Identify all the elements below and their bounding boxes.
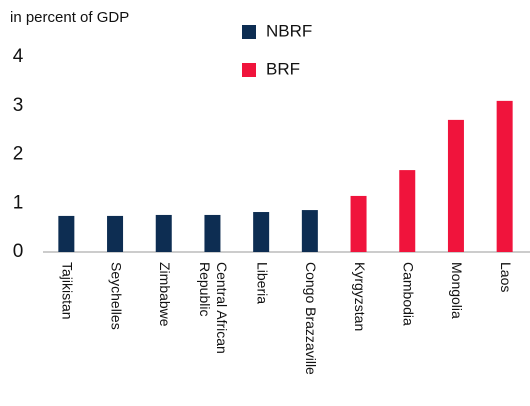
chart-title: in percent of GDP xyxy=(10,9,129,26)
x-tick-label: Kyrgyzstan xyxy=(352,262,368,331)
x-tick-label: Seychelles xyxy=(108,262,124,330)
x-tick-label: Central African Republic xyxy=(197,262,230,358)
y-tick-label: 2 xyxy=(13,144,24,165)
x-tick-label: Congo Brazzaville xyxy=(303,262,319,375)
bar xyxy=(447,119,464,252)
y-tick-label: 4 xyxy=(13,46,24,67)
y-tick-label: 0 xyxy=(13,241,24,262)
legend-swatch xyxy=(242,25,256,39)
bar xyxy=(204,214,221,252)
x-tick-label: Laos xyxy=(498,262,514,292)
bar xyxy=(155,214,172,252)
y-tick-label: 3 xyxy=(13,95,24,116)
legend-label: BRF xyxy=(266,59,300,78)
legend-swatch xyxy=(242,63,256,77)
x-tick-label: Cambodia xyxy=(401,262,417,326)
bar xyxy=(107,215,124,252)
bar xyxy=(496,100,513,252)
y-tick-label: 1 xyxy=(13,192,24,213)
legend-label: NBRF xyxy=(266,21,312,40)
bar xyxy=(301,210,318,252)
bar xyxy=(253,212,270,252)
x-tick-label: Liberia xyxy=(254,262,270,304)
bar xyxy=(350,195,367,252)
x-tick-label: Mongolia xyxy=(449,262,465,319)
x-tick-label: Tajikistan xyxy=(60,262,76,320)
bar xyxy=(58,215,75,252)
bar xyxy=(399,170,416,252)
x-tick-label: Zimbabwe xyxy=(157,262,173,327)
